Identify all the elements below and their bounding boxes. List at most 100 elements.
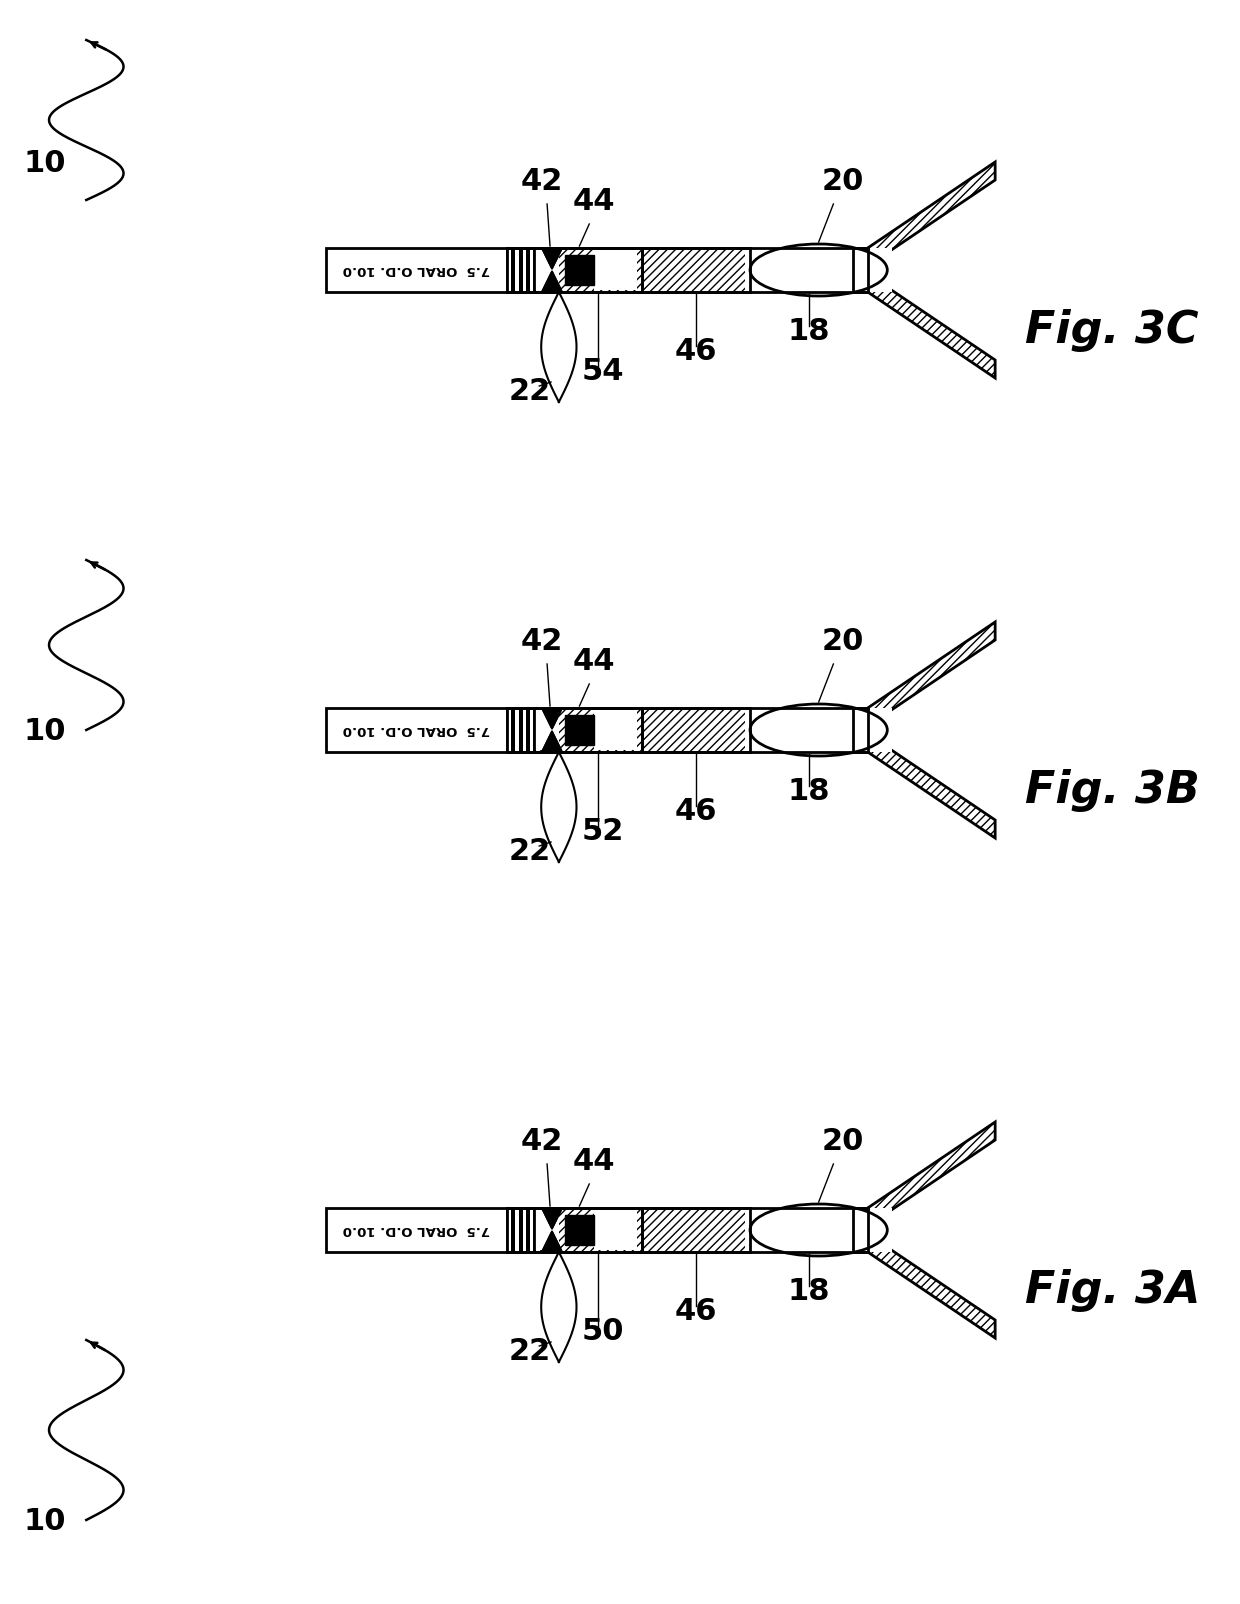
Bar — [534, 711, 559, 751]
Text: 20: 20 — [822, 1128, 864, 1156]
Text: 7.5  ORAL O.D. 10.0: 7.5 ORAL O.D. 10.0 — [342, 1224, 490, 1237]
Text: 18: 18 — [787, 318, 830, 346]
Bar — [527, 1208, 531, 1253]
Bar — [531, 249, 534, 292]
Bar — [594, 1208, 642, 1253]
Bar — [564, 1214, 594, 1245]
Bar — [507, 1208, 511, 1253]
Bar — [642, 707, 750, 752]
Text: 7.5  ORAL O.D. 10.0: 7.5 ORAL O.D. 10.0 — [342, 723, 490, 736]
Polygon shape — [542, 1209, 562, 1229]
Bar — [853, 249, 868, 292]
Bar — [326, 1208, 507, 1253]
Bar — [531, 707, 534, 752]
Bar — [515, 1208, 518, 1253]
Text: Fig. 3C: Fig. 3C — [1024, 308, 1198, 351]
Polygon shape — [542, 1230, 562, 1251]
Polygon shape — [868, 1123, 996, 1225]
Bar — [534, 707, 642, 752]
Bar — [642, 249, 750, 292]
Text: 22: 22 — [508, 837, 551, 866]
Bar — [594, 249, 642, 292]
Bar — [531, 1208, 534, 1253]
Bar — [507, 707, 534, 752]
Bar — [534, 250, 559, 290]
Ellipse shape — [750, 244, 888, 297]
Bar — [642, 707, 750, 752]
Bar — [564, 715, 594, 744]
Bar — [594, 250, 637, 290]
Text: 10: 10 — [24, 149, 67, 178]
Bar — [518, 249, 522, 292]
Ellipse shape — [750, 704, 888, 755]
Text: Fig. 3A: Fig. 3A — [1024, 1269, 1200, 1312]
Text: 44: 44 — [573, 646, 615, 675]
Bar — [515, 249, 518, 292]
Text: 44: 44 — [573, 188, 615, 217]
Bar — [745, 707, 893, 752]
Bar — [642, 1208, 750, 1253]
Text: 20: 20 — [822, 627, 864, 656]
Text: 22: 22 — [508, 1338, 551, 1367]
Bar — [326, 249, 507, 292]
Bar — [534, 249, 642, 292]
Text: 44: 44 — [573, 1147, 615, 1176]
Text: 20: 20 — [822, 167, 864, 196]
Polygon shape — [542, 249, 562, 269]
Bar — [534, 249, 642, 292]
Bar — [511, 707, 515, 752]
Bar — [848, 1208, 868, 1253]
Polygon shape — [868, 162, 996, 266]
Bar — [522, 1208, 527, 1253]
Bar — [527, 707, 531, 752]
Bar — [515, 707, 518, 752]
Bar — [522, 249, 527, 292]
Text: 46: 46 — [675, 797, 718, 826]
Text: 42: 42 — [521, 167, 563, 196]
Bar — [594, 711, 637, 751]
Bar — [853, 707, 868, 752]
Bar — [594, 707, 642, 752]
Bar — [507, 249, 534, 292]
Text: 22: 22 — [508, 377, 551, 406]
Text: 52: 52 — [582, 816, 624, 845]
Polygon shape — [542, 1230, 562, 1251]
Text: 10: 10 — [24, 717, 67, 746]
Polygon shape — [868, 622, 996, 727]
Bar — [594, 1209, 637, 1250]
Bar — [853, 1208, 868, 1253]
Text: 50: 50 — [582, 1317, 624, 1346]
Text: 10: 10 — [24, 1508, 67, 1537]
Bar — [518, 707, 522, 752]
Text: Fig. 3B: Fig. 3B — [1024, 768, 1199, 812]
Polygon shape — [868, 274, 996, 379]
Bar — [745, 249, 893, 292]
Bar — [848, 707, 868, 752]
Bar — [534, 1209, 559, 1250]
Polygon shape — [542, 271, 562, 290]
Text: 18: 18 — [787, 1277, 830, 1306]
Bar — [511, 1208, 515, 1253]
Bar — [518, 1208, 522, 1253]
Bar — [642, 249, 750, 292]
Polygon shape — [542, 1209, 562, 1229]
Bar — [522, 707, 527, 752]
Bar — [326, 707, 507, 752]
Bar — [534, 1208, 642, 1253]
Polygon shape — [868, 1233, 996, 1338]
Polygon shape — [542, 271, 562, 290]
Polygon shape — [542, 249, 562, 269]
Bar — [527, 249, 531, 292]
Text: 42: 42 — [521, 627, 563, 656]
Bar — [642, 1208, 750, 1253]
Text: 42: 42 — [521, 1128, 563, 1156]
Text: 18: 18 — [787, 776, 830, 805]
Bar — [848, 249, 868, 292]
Bar — [534, 707, 642, 752]
Polygon shape — [542, 731, 562, 751]
Bar — [745, 1208, 893, 1253]
Polygon shape — [868, 735, 996, 837]
Bar — [507, 707, 511, 752]
Text: 46: 46 — [675, 337, 718, 366]
Polygon shape — [542, 731, 562, 751]
